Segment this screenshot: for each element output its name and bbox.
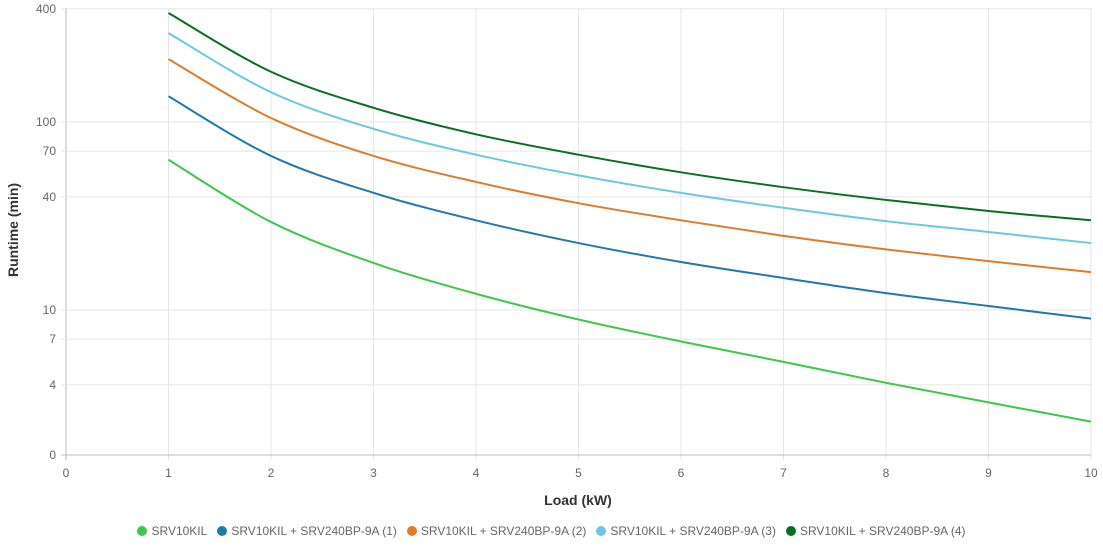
legend-dot-icon	[785, 526, 796, 536]
x-tick-label: 4	[473, 466, 480, 480]
legend-dot-icon	[596, 526, 607, 536]
y-tick-label: 100	[36, 115, 56, 129]
legend-label: SRV10KIL + SRV240BP-9A (2)	[420, 524, 587, 538]
y-tick-label: 7	[49, 332, 56, 346]
legend-label: SRV10KIL + SRV240BP-9A (4)	[799, 524, 966, 538]
x-tick-label: 8	[883, 466, 890, 480]
legend-dot-icon	[137, 526, 148, 536]
x-tick-label: 6	[678, 466, 685, 480]
legend: SRV10KIL SRV10KIL + SRV240BP-9A (1) SRV10K…	[0, 524, 1103, 538]
y-tick-label: 4	[49, 378, 56, 392]
legend-item[interactable]: SRV10KIL + SRV240BP-9A (3)	[596, 524, 776, 538]
y-tick-label: 0	[49, 448, 56, 462]
x-tick-label: 2	[268, 466, 275, 480]
x-tick-label: 7	[780, 466, 787, 480]
legend-label: SRV10KIL + SRV240BP-9A (3)	[610, 524, 776, 538]
x-axis-title: Load (kW)	[544, 492, 612, 508]
y-tick-label: 400	[36, 2, 56, 16]
legend-item[interactable]: SRV10KIL	[137, 524, 207, 538]
x-tick-label: 0	[63, 466, 70, 480]
series-line-2[interactable]	[167, 95, 1092, 320]
series-line-4[interactable]	[168, 32, 1092, 245]
x-tick-label: 3	[370, 466, 377, 480]
series-line-1[interactable]	[167, 158, 1092, 423]
y-axis-title: Runtime (min)	[5, 183, 21, 277]
legend-item[interactable]: SRV10KIL + SRV240BP-9A (4)	[785, 524, 966, 538]
x-tick-label: 9	[985, 466, 992, 480]
legend-label: SRV10KIL + SRV240BP-9A (1)	[231, 524, 397, 538]
x-tick-label: 5	[575, 466, 582, 480]
series-line-3[interactable]	[168, 58, 1092, 274]
y-tick-label: 40	[43, 190, 57, 204]
x-tick-label: 1	[165, 466, 172, 480]
legend-label: SRV10KIL	[151, 524, 208, 538]
y-tick-label: 10	[43, 303, 57, 317]
legend-dot-icon	[217, 526, 228, 536]
y-tick-label: 70	[43, 144, 57, 158]
legend-dot-icon	[406, 526, 417, 536]
legend-item[interactable]: SRV10KIL + SRV240BP-9A (1)	[217, 524, 397, 538]
x-tick-label: 10	[1084, 466, 1098, 480]
legend-item[interactable]: SRV10KIL + SRV240BP-9A (2)	[406, 524, 587, 538]
series-line-5[interactable]	[168, 12, 1092, 222]
